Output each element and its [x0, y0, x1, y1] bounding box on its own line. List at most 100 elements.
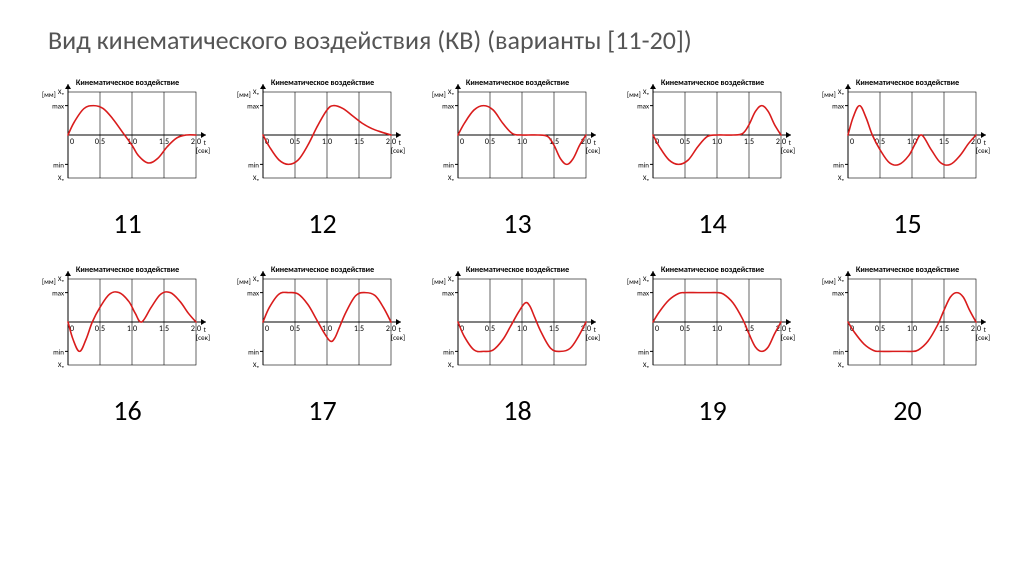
svg-text:[сек]: [сек] [976, 333, 990, 342]
svg-text:0.5: 0.5 [290, 137, 300, 147]
svg-text:Xₒ: Xₒ [448, 274, 455, 283]
chart-subtitle: Кинематическое воздействие [430, 265, 605, 275]
chart-subtitle: Кинематическое воздействие [820, 265, 995, 275]
svg-text:0.5: 0.5 [95, 324, 105, 334]
chart-wrap: Кинематическое воздействие[мм]00.51.01.5… [820, 78, 995, 198]
chart-wrap: Кинематическое воздействие[мм]00.51.01.5… [430, 78, 605, 198]
chart-svg: 00.51.01.52.0XₒmaxminXₒt[сек] [625, 265, 800, 385]
chart-cell: Кинематическое воздействие[мм]00.51.01.5… [235, 265, 410, 442]
svg-text:[сек]: [сек] [586, 333, 600, 342]
chart-subtitle: Кинематическое воздействие [235, 78, 410, 88]
svg-text:0.5: 0.5 [680, 137, 690, 147]
svg-text:Xₒ: Xₒ [58, 173, 65, 182]
svg-text:0.5: 0.5 [485, 137, 495, 147]
svg-text:0: 0 [460, 137, 464, 147]
svg-text:1.5: 1.5 [354, 324, 364, 334]
svg-text:min: min [638, 160, 649, 169]
chart-cell: Кинематическое воздействие[мм]00.51.01.5… [40, 78, 215, 255]
svg-text:0: 0 [850, 137, 854, 147]
page-title: Вид кинематического воздействия (КВ) (ва… [48, 24, 984, 56]
variant-label: 14 [698, 206, 726, 241]
svg-text:1.0: 1.0 [907, 324, 917, 334]
chart-subtitle: Кинематическое воздействие [820, 78, 995, 88]
svg-text:min: min [833, 160, 844, 169]
chart-subtitle: Кинематическое воздействие [625, 78, 800, 88]
svg-text:max: max [442, 102, 454, 111]
svg-text:max: max [442, 289, 454, 298]
chart-grid: Кинематическое воздействие [мм] 0 0.5 1.0 1.5… [40, 78, 984, 442]
chart-svg: 00.51.01.52.0XₒmaxminXₒt[сек] [430, 78, 605, 198]
svg-text:max: max [637, 102, 649, 111]
chart-subtitle: Кинематическое воздействие [430, 78, 605, 88]
svg-text:1.0: 1.0 [517, 324, 527, 334]
svg-text:Xₒ: Xₒ [448, 87, 455, 96]
chart-svg: 00.51.01.52.0XₒmaxminXₒt[сек] [625, 78, 800, 198]
svg-text:min: min [443, 160, 454, 169]
svg-text:Xₒ: Xₒ [253, 87, 260, 96]
svg-text:Xₒ: Xₒ [58, 360, 65, 369]
chart-cell: Кинематическое воздействие[мм]00.51.01.5… [235, 78, 410, 255]
svg-text:[сек]: [сек] [781, 146, 795, 155]
svg-text:[сек]: [сек] [391, 146, 405, 155]
svg-text:[сек]: [сек] [976, 146, 990, 155]
svg-text:0: 0 [265, 324, 269, 334]
svg-text:Xₒ: Xₒ [58, 274, 65, 283]
variant-label: 17 [308, 393, 336, 428]
svg-text:1.5: 1.5 [354, 137, 364, 147]
svg-text:min: min [443, 347, 454, 356]
chart-cell: Кинематическое воздействие[мм]00.51.01.5… [430, 265, 605, 442]
y-axis-unit: [мм] [42, 90, 56, 99]
svg-text:1.0: 1.0 [127, 324, 137, 334]
svg-text:min: min [53, 160, 64, 169]
chart-svg: 00.51.01.52.0XₒmaxminXₒt[сек] [40, 265, 215, 385]
svg-text:[сек]: [сек] [586, 146, 600, 155]
svg-text:Xₒ: Xₒ [448, 173, 455, 182]
svg-text:0: 0 [655, 324, 659, 334]
svg-text:Xₒ: Xₒ [838, 173, 845, 182]
chart-subtitle: Кинематическое воздействие [40, 78, 215, 88]
chart-wrap: Кинематическое воздействие[мм]00.51.01.5… [625, 78, 800, 198]
variant-label: 12 [308, 206, 336, 241]
chart-svg: 00.51.01.52.0XₒmaxminXₒt[сек] [430, 265, 605, 385]
y-axis-unit: [мм] [822, 90, 836, 99]
svg-text:max: max [637, 289, 649, 298]
chart-wrap: Кинематическое воздействие[мм]00.51.01.5… [625, 265, 800, 385]
svg-text:max: max [247, 289, 259, 298]
chart-cell: Кинематическое воздействие[мм]00.51.01.5… [625, 78, 800, 255]
variant-label: 15 [893, 206, 921, 241]
chart-cell: Кинематическое воздействие[мм]00.51.01.5… [820, 78, 995, 255]
variant-label: 11 [113, 206, 141, 241]
y-axis-unit: [мм] [627, 90, 641, 99]
y-axis-unit: [мм] [627, 277, 641, 286]
svg-text:max: max [832, 289, 844, 298]
svg-text:Xₒ: Xₒ [838, 360, 845, 369]
variant-label: 16 [113, 393, 141, 428]
svg-text:[сек]: [сек] [391, 333, 405, 342]
svg-text:Xₒ: Xₒ [643, 360, 650, 369]
chart-wrap: Кинематическое воздействие[мм]00.51.01.5… [820, 265, 995, 385]
y-axis-unit: [мм] [432, 277, 446, 286]
svg-text:Xₒ: Xₒ [838, 87, 845, 96]
chart-svg: 00.51.01.52.0XₒmaxminXₒt[сек] [820, 265, 995, 385]
svg-text:Xₒ: Xₒ [253, 360, 260, 369]
svg-text:1.0: 1.0 [712, 137, 722, 147]
y-axis-unit: [мм] [237, 90, 251, 99]
svg-text:0.5: 0.5 [485, 324, 495, 334]
chart-wrap: Кинематическое воздействие[мм]00.51.01.5… [430, 265, 605, 385]
svg-text:1.5: 1.5 [939, 137, 949, 147]
svg-text:max: max [832, 102, 844, 111]
svg-text:1.5: 1.5 [939, 324, 949, 334]
svg-text:min: min [248, 347, 259, 356]
svg-text:Xₒ: Xₒ [643, 87, 650, 96]
page: Вид кинематического воздействия (КВ) (ва… [0, 0, 1024, 574]
svg-text:max: max [52, 289, 64, 298]
variant-label: 13 [503, 206, 531, 241]
chart-wrap: Кинематическое воздействие[мм]00.51.01.5… [40, 265, 215, 385]
svg-text:max: max [247, 102, 259, 111]
svg-text:Xₒ: Xₒ [253, 173, 260, 182]
chart-subtitle: Кинематическое воздействие [235, 265, 410, 275]
svg-text:[сек]: [сек] [196, 146, 210, 155]
svg-text:min: min [638, 347, 649, 356]
svg-text:1.0: 1.0 [712, 324, 722, 334]
svg-text:0.5: 0.5 [875, 324, 885, 334]
